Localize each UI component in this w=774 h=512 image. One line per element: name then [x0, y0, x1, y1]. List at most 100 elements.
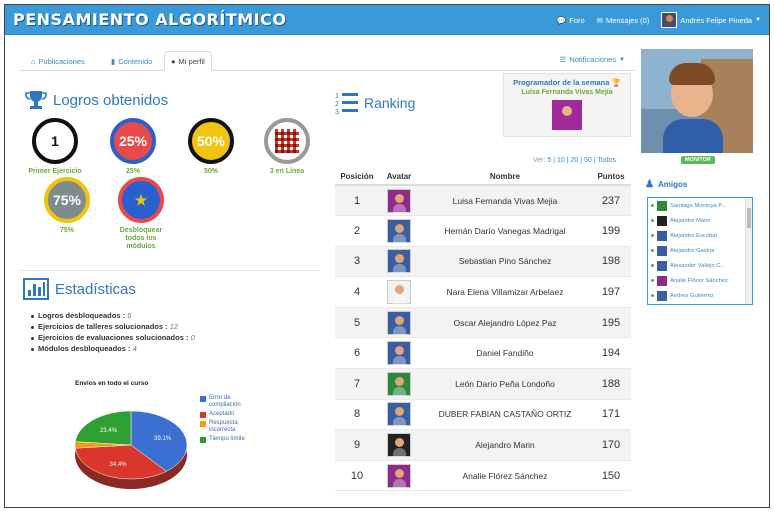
rank-position: 9: [335, 429, 379, 461]
badge-primer-ejercicio[interactable]: 1 Primer Ejercicio: [23, 118, 87, 176]
programador-semana[interactable]: Programador de la semana 🏆 Luisa Fernand…: [503, 73, 631, 137]
rank-points: 195: [591, 307, 631, 339]
badge-desbloquear[interactable]: ★ Desbloquear todos los módulos: [109, 177, 173, 251]
stat-item: Ejercicios de talleres solucionados : 12: [31, 321, 195, 332]
tab-contenido-label: Contenido: [118, 56, 153, 66]
rank-points: 171: [591, 399, 631, 431]
tab-contenido[interactable]: ▮ Contenido: [105, 51, 158, 71]
table-row[interactable]: 5 Oscar Alejandro López Paz 195: [335, 307, 631, 339]
student-avatar: [387, 371, 411, 396]
amigos-scrollbar[interactable]: [745, 198, 752, 304]
badge-50[interactable]: 50% 50%: [179, 118, 243, 176]
tab-perfil-label: Mi perfil: [178, 56, 205, 66]
envelope-icon: ✉: [596, 15, 603, 25]
pie-data-label: 39.1%: [154, 436, 172, 442]
online-dot-icon: [651, 219, 654, 222]
amigos-heading: ♟ Amigos: [645, 179, 687, 190]
pie-data-label: 34.4%: [110, 462, 128, 468]
badge-label: 25%: [125, 168, 140, 175]
online-dot-icon: [651, 204, 654, 207]
badge-3-en-linea[interactable]: 3 en Línea: [255, 118, 319, 176]
amigo-item[interactable]: Alejandro Gaviria: [648, 243, 752, 258]
online-dot-icon: [651, 234, 654, 237]
badge-label: Desbloquear todos los módulos: [119, 227, 163, 250]
rank-position: 3: [335, 246, 379, 278]
rank-position: 10: [335, 460, 379, 492]
bar-chart-icon: [23, 278, 49, 300]
amigo-name: Alejandro Escobar: [670, 232, 718, 239]
amigo-item[interactable]: Santiago Montoya P...: [648, 198, 752, 213]
rank-points: 188: [591, 368, 631, 400]
legend-item: Aceptado: [200, 411, 257, 418]
rank-position: 5: [335, 307, 379, 339]
amigo-item[interactable]: Alejandro Escobar: [648, 228, 752, 243]
comments-icon: 💬: [556, 15, 567, 25]
user-menu[interactable]: Andrés Felipe Pineda ▼: [661, 12, 761, 28]
col-nombre: Nombre: [419, 169, 591, 186]
ver-options[interactable]: 5 | 10 | 20 | 50 | Todos: [547, 157, 617, 164]
stat-item: Ejercicios de evaluaciones solucionados …: [31, 332, 195, 343]
rank-points: 197: [591, 276, 631, 308]
table-row[interactable]: 2 Hernán Darío Vanegas Madrigal 199: [335, 215, 631, 247]
rank-position: 1: [335, 185, 379, 217]
pie-slice[interactable]: [74, 444, 167, 480]
pie-slice[interactable]: [74, 410, 132, 446]
badge-25[interactable]: 25% 25%: [101, 118, 165, 176]
svg-text:2: 2: [335, 101, 339, 108]
table-row[interactable]: 9 Alejandro Marin 170: [335, 429, 631, 461]
pie-slice[interactable]: [130, 410, 188, 472]
amigo-item[interactable]: Andres Gutierrez: [648, 288, 752, 303]
table-row[interactable]: 8 DUBER FABIAN CASTAÑO ORTIZ 171: [335, 399, 631, 431]
nav-right: 💬 Foro ✉ Mensajes (0) Andrés Felipe Pine…: [557, 5, 761, 35]
rank-avatar-cell: [379, 368, 419, 400]
rank-points: 170: [591, 429, 631, 461]
user-icon: ●: [171, 56, 176, 66]
trophy-icon: 🏆: [611, 78, 621, 87]
tab-publicaciones[interactable]: ⌂ Publicaciones: [25, 51, 91, 71]
table-row[interactable]: 4 Nara Elena Villamizar Arbelaez 197: [335, 276, 631, 308]
legend-label: Error de compilación: [209, 395, 241, 408]
rank-name: Nara Elena Villamizar Arbelaez: [419, 276, 591, 308]
estadisticas-heading: Estadísticas: [23, 278, 136, 300]
amigo-item[interactable]: Alexander Vallejo C...: [648, 258, 752, 273]
rank-points: 199: [591, 215, 631, 247]
badge-75[interactable]: 75% 75%: [35, 177, 99, 235]
amigo-item[interactable]: Analie Flórez Sánchez: [648, 273, 752, 288]
brand-logo[interactable]: PENSAMIENTO ALGORÍTMICO: [13, 10, 287, 29]
badge-50-icon: 50%: [188, 118, 234, 164]
tab-publicaciones-label: Publicaciones: [38, 56, 85, 66]
chart-title: Envios en todo el curso: [75, 380, 149, 387]
stat-item: Logros desbloqueados : 6: [31, 310, 195, 321]
rank-avatar-cell: [379, 399, 419, 431]
table-row[interactable]: 6 Daniel Fandiño 194: [335, 337, 631, 370]
foro-link[interactable]: 💬 Foro: [557, 16, 585, 25]
tab-mi-perfil[interactable]: ● Mi perfil: [164, 51, 212, 71]
rank-name: Daniel Fandiño: [419, 337, 591, 370]
profile-tabs: ⌂ Publicaciones ▮ Contenido ● Mi perfil …: [19, 51, 635, 71]
rank-name: Luisa Fernanda Vivas Mejia: [419, 185, 591, 217]
rank-name: Hernán Darío Vanegas Madrigal: [419, 215, 591, 247]
mensajes-link[interactable]: ✉ Mensajes (0): [597, 16, 650, 25]
amigos-list[interactable]: Santiago Montoya P... Alejandro Marin Alej…: [647, 197, 753, 305]
amigo-name: Santiago Montoya P...: [670, 202, 727, 209]
programador-title: Programador de la semana 🏆: [513, 78, 621, 87]
rank-name: Sebastian Pino Sánchez: [419, 246, 591, 278]
table-row[interactable]: 1 Luisa Fernanda Vivas Mejia 237: [335, 185, 631, 217]
divider: [19, 270, 319, 271]
legend-item: Respuesta incorrecta: [200, 420, 257, 434]
qr-badge-icon: [264, 118, 310, 164]
programador-name: Luisa Fernanda Vivas Mejía: [521, 89, 613, 96]
amigo-item[interactable]: Alejandro Marin: [648, 213, 752, 228]
profile-avatar-image: [641, 49, 753, 153]
pie-data-label: 23.4%: [100, 428, 118, 434]
table-row[interactable]: 7 León Darío Peña Londoño 188: [335, 368, 631, 400]
badge-75-icon: 75%: [44, 177, 90, 223]
table-row[interactable]: 3 Sebastian Pino Sánchez 198: [335, 246, 631, 278]
table-row[interactable]: 10 Analie Flórez Sánchez 150: [335, 460, 631, 492]
legend-swatch: [200, 437, 206, 443]
notificaciones-dropdown[interactable]: ☰ Notificaciones ▼: [560, 55, 625, 64]
trophy-icon: [25, 91, 47, 109]
rank-points: 194: [591, 337, 631, 370]
col-puntos: Puntos: [591, 169, 631, 186]
online-dot-icon: [651, 294, 654, 297]
